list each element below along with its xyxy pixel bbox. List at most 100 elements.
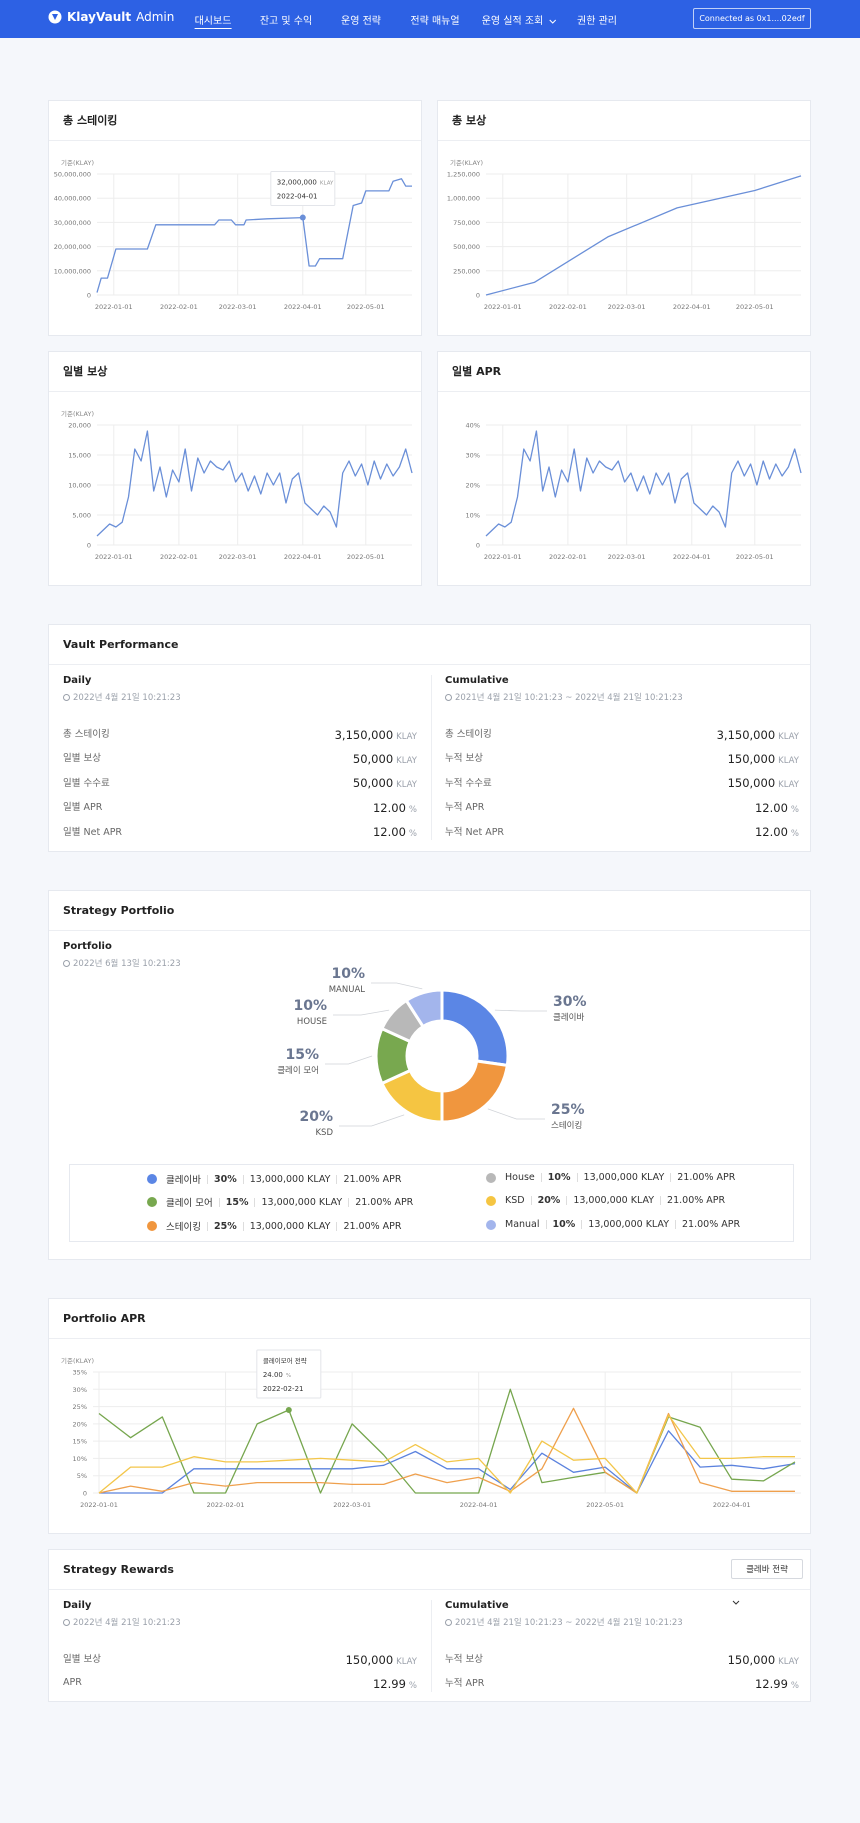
card-title: Vault Performance: [49, 625, 810, 665]
timestamp: 2021년 4월 21일 10:21:23 ~ 2022년 4월 21일 10:…: [445, 691, 799, 703]
legend-percent: 10%: [547, 1172, 571, 1183]
leader-line: [487, 1108, 545, 1120]
metric-value: 150,000 KLAY: [346, 1649, 417, 1668]
metric-unit: KLAY: [396, 780, 417, 791]
legend-percent: 20%: [537, 1195, 561, 1206]
x-tick-label: 2022-04-01: [673, 553, 711, 561]
timestamp-text: 2022년 6월 13일 10:21:23: [73, 959, 181, 969]
legend-name: KSD: [505, 1195, 525, 1206]
data-line: [485, 430, 802, 537]
y-tick-label: 20%: [73, 1420, 87, 1428]
separator: [530, 1196, 532, 1205]
chevron: [732, 1600, 740, 1605]
metric-row: 누적 APR 12.00%: [445, 798, 799, 815]
metric-number: 150,000: [345, 1652, 394, 1667]
legend-dot: [486, 1219, 496, 1230]
metric-row: 일별 수수료 50,000 KLAY: [63, 774, 417, 790]
metric-number: 12.00: [754, 800, 788, 815]
metric-value: 3,150,000 KLAY: [335, 724, 417, 743]
separator: [242, 1174, 244, 1184]
data-line: [98, 1414, 795, 1494]
x-tick-label: 2022-05-01: [347, 303, 385, 311]
unit-label: 기준(KLAY): [450, 158, 483, 167]
y-tick-label: 5%: [77, 1472, 87, 1480]
card: 총 스테이킹 기준(KLAY) 0 10,000,000 20,000,000 30,0…: [48, 100, 422, 336]
timestamp-text: 2021년 4월 21일 10:21:23 ~ 2022년 4월 21일 10:…: [455, 693, 683, 703]
y-tick-label: 5,000: [72, 512, 91, 520]
slice-percent: 20%: [299, 1109, 333, 1125]
brand[interactable]: KlayVault Admin: [48, 10, 174, 24]
account-button[interactable]: Connected as 0x1....02edf: [693, 8, 811, 29]
data-line: [98, 1407, 795, 1494]
metric-value: 12.00%: [755, 821, 799, 840]
legend-apr: 21.00% APR: [682, 1219, 741, 1230]
tooltip-box: [270, 171, 336, 207]
metric-label: 일별 APR: [63, 802, 103, 814]
divider: [431, 675, 432, 840]
strategy-select[interactable]: 클레바 전략: [731, 1559, 803, 1605]
x-tick-label: 2022-01-01: [95, 553, 133, 561]
y-tick-label: 15,000: [68, 452, 91, 460]
section: Daily 2022년 4월 21일 10:21:23 일별 보상 150,000 KL…: [63, 1600, 417, 1760]
y-tick-label: 0: [476, 542, 480, 550]
slice-name: KSD: [315, 1128, 333, 1138]
y-tick-label: 10%: [73, 1455, 87, 1463]
x-tick-label: 2022-03-01: [219, 303, 257, 311]
nav-text: 운영 전략: [341, 16, 381, 27]
nav-text: 운영 실적 조회: [481, 16, 544, 27]
metric-row: 누적 APR 12.99%: [445, 1674, 799, 1691]
metric-number: 12.00: [372, 800, 406, 815]
timestamp-text: 2021년 4월 21일 10:21:23 ~ 2022년 4월 21일 10:…: [455, 1618, 683, 1628]
metric-value: 12.99%: [373, 1673, 417, 1692]
chevron: [548, 19, 556, 24]
separator: [242, 1221, 244, 1231]
card: 일별 APR 0 10% 20% 30% 40% 2022-01-01 2022-02-01…: [437, 351, 811, 586]
nav-item[interactable]: 대시보드: [194, 12, 231, 29]
metric-row: 일별 보상 50,000 KLAY: [63, 749, 417, 766]
legend-name: 클레이바: [166, 1175, 201, 1186]
y-tick-label: 1,000,000: [447, 195, 480, 203]
legend-dot: [147, 1174, 157, 1184]
metric-number: 3,150,000: [716, 727, 776, 742]
brand-name: KlayVault: [67, 10, 132, 24]
legend-apr: 21.00% APR: [667, 1195, 726, 1206]
metric-value: 150,000 KLAY: [728, 772, 799, 791]
nav-item[interactable]: 운영 실적 조회: [482, 12, 557, 27]
unit-label: 기준(KLAY): [61, 158, 94, 167]
x-tick-label: 2022-03-01: [608, 553, 646, 561]
y-tick-label: 10,000,000: [54, 267, 91, 275]
y-tick-label: 30%: [466, 452, 480, 460]
y-tick-label: 1,250,000: [447, 171, 480, 179]
nav-text: 전략 매뉴얼: [410, 16, 460, 27]
x-tick-label: 2022-01-01: [484, 553, 522, 561]
nav-item[interactable]: 운영 전략: [341, 12, 381, 27]
nav-item[interactable]: 잔고 및 수익: [260, 12, 312, 27]
separator: [336, 1174, 338, 1184]
leader-line: [371, 982, 423, 990]
section-title: Daily: [63, 1600, 92, 1611]
slice-name: MANUAL: [329, 985, 366, 995]
clock-icon: [63, 959, 70, 967]
divider: [431, 1600, 432, 1692]
data-line: [96, 178, 412, 293]
metric-label: 일별 Net APR: [63, 826, 123, 838]
nav-item[interactable]: 권한 관리: [577, 12, 617, 27]
slice-percent: 15%: [285, 1047, 319, 1063]
legend-percent: 15%: [225, 1196, 249, 1208]
metric-number: 150,000: [727, 1652, 776, 1667]
highlight-point: [285, 1407, 292, 1414]
card-title: 일별 APR: [438, 352, 810, 392]
card: Vault Performance Daily 2022년 4월 21일 10:2…: [48, 624, 811, 852]
legend-item: 클레이 모어 15% 13,000,000 KLAY 21.00% APR: [147, 1195, 413, 1209]
pie-slice: [404, 988, 444, 1029]
nav-item[interactable]: 전략 매뉴얼: [410, 12, 459, 27]
x-tick-label: 2022-04-01: [713, 1501, 751, 1509]
y-tick-label: 15%: [73, 1438, 87, 1446]
metric-label: 일별 보상: [63, 1654, 101, 1665]
leader-line: [494, 1009, 547, 1012]
unit-label: 기준(KLAY): [61, 1356, 94, 1365]
legend: [69, 1164, 794, 1242]
x-tick-label: 2022-02-01: [160, 303, 198, 311]
separator: [206, 1174, 208, 1184]
legend-amount: 13,000,000 KLAY: [249, 1220, 331, 1232]
